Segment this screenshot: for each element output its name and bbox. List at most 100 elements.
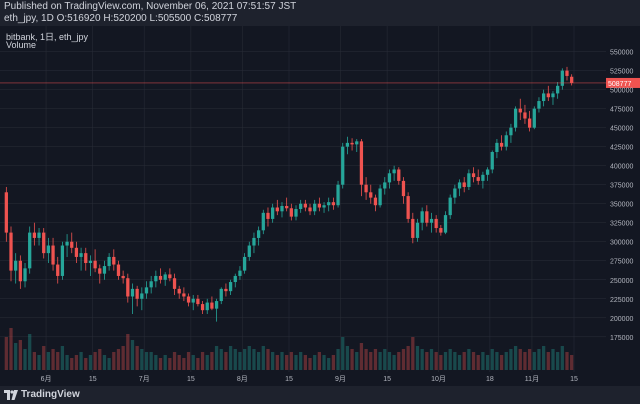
candle-body (233, 275, 237, 283)
candle-body (93, 260, 97, 269)
volume-bar (266, 349, 270, 370)
volume-legend[interactable]: Volume (6, 40, 37, 50)
volume-bar (182, 358, 186, 370)
volume-bar (294, 355, 298, 370)
price-tick-layer: 550000 525000 500000 475000 450000 425000 4000… (610, 50, 633, 342)
volume-bar (214, 346, 219, 370)
symbol-legend[interactable]: bitbank, 1日, eth_jpy (6, 32, 89, 42)
volume-bar (154, 355, 158, 370)
volume-bar (252, 349, 256, 370)
volume-bar (471, 352, 476, 370)
volume-bar (415, 346, 420, 370)
volume-bar (242, 349, 247, 370)
candle-body (256, 230, 261, 238)
tradingview-logo[interactable]: TradingView (4, 389, 80, 400)
candle-body (247, 245, 251, 257)
candle-body (378, 188, 382, 206)
volume-bar (158, 358, 163, 370)
volume-bar (177, 355, 181, 370)
volume-bar (121, 346, 125, 370)
volume-bar (313, 355, 317, 370)
last-price-badge (606, 77, 640, 88)
tradingview-brand: TradingView (21, 389, 80, 400)
time-tick-label: 10月 (431, 375, 446, 383)
candle-body (439, 228, 443, 233)
price-tick-label: 475000 (610, 107, 633, 114)
volume-bar (560, 346, 564, 370)
candle-body (485, 169, 490, 175)
candle-body (228, 282, 233, 292)
price-tick-label: 500000 (610, 88, 633, 95)
candle-body (556, 85, 560, 94)
volume-bar (308, 358, 312, 370)
volume-bar (443, 352, 448, 370)
candle-body (271, 207, 275, 219)
volume-bar (392, 355, 396, 370)
candle-body (242, 256, 247, 271)
volume-bar (130, 340, 135, 370)
candle-body (443, 215, 448, 233)
time-tick-layer: 6月 15 7月 15 8月 15 9月 15 10月 18 11月 15 (41, 375, 578, 383)
volume-bar (9, 328, 13, 370)
candle-body (130, 288, 135, 297)
price-tick-label: 250000 (610, 278, 633, 285)
volume-bar (429, 349, 434, 370)
volume-bar (191, 355, 195, 370)
candle-body (210, 302, 214, 309)
volume-bar (453, 352, 457, 370)
candle-body (392, 169, 396, 174)
candle-body (238, 270, 242, 276)
candle-body (112, 256, 116, 265)
volume-bar (219, 349, 223, 370)
candle-body (154, 275, 158, 282)
candle-body (37, 232, 41, 238)
candle-body (504, 135, 508, 147)
volume-bar (233, 349, 237, 370)
volume-bar (186, 352, 191, 370)
candle-body (79, 253, 83, 257)
price-tick-label: 425000 (610, 145, 633, 152)
candle-body (46, 245, 51, 254)
time-axis[interactable] (0, 372, 640, 386)
candle-body (495, 142, 499, 152)
volume-bar (527, 349, 532, 370)
volume-bar (42, 346, 46, 370)
time-tick-label: 15 (383, 376, 391, 383)
volume-bar (228, 346, 233, 370)
candle-body (429, 218, 434, 223)
candle-body (23, 268, 27, 282)
volume-bar (476, 355, 480, 370)
candle-body (116, 264, 121, 276)
volume-bar (373, 349, 378, 370)
volume-bar (18, 340, 22, 370)
volume-bar (537, 349, 541, 370)
candle-body (527, 118, 532, 128)
candle-body (411, 218, 415, 238)
candle-body (186, 296, 191, 303)
grid-layer (0, 26, 606, 372)
price-tick-label: 175000 (610, 335, 633, 342)
last-price-label: 508777 (608, 81, 631, 88)
volume-bar (341, 337, 345, 370)
candle-body (84, 253, 88, 264)
candle-body (70, 241, 74, 248)
volume-bar (116, 349, 121, 370)
candle-body (289, 208, 293, 217)
chart-plot-area[interactable] (0, 26, 606, 372)
time-tick-label: 15 (187, 376, 195, 383)
volume-bar (98, 349, 102, 370)
candle-body (172, 278, 177, 289)
candle-body (345, 142, 350, 147)
candle-body (60, 245, 65, 276)
candle-body (140, 293, 144, 299)
candle-body (182, 293, 186, 297)
price-tick-label: 525000 (610, 69, 633, 76)
candle-body (299, 203, 303, 210)
candle-body (107, 256, 111, 267)
price-tick-label: 350000 (610, 202, 633, 209)
candle-body (149, 281, 153, 288)
time-tick-label: 8月 (237, 375, 248, 383)
candle-body (252, 237, 256, 246)
volume-bar (88, 355, 93, 370)
candle-body (88, 260, 93, 264)
